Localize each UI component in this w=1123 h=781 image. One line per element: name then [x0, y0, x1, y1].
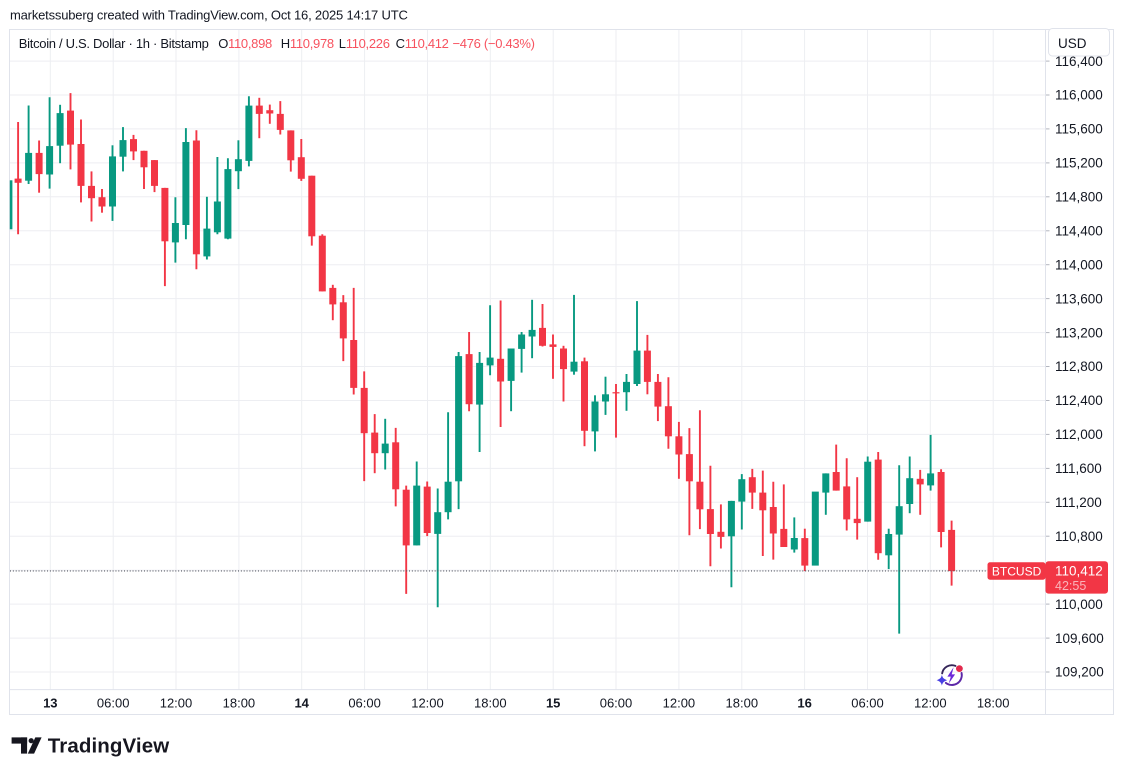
svg-text:−476 (−0.43%): −476 (−0.43%)	[453, 36, 535, 51]
svg-text:06:00: 06:00	[348, 695, 381, 710]
svg-text:110,000: 110,000	[1055, 597, 1103, 612]
svg-text:06:00: 06:00	[851, 695, 884, 710]
svg-text:06:00: 06:00	[97, 695, 130, 710]
svg-text:06:00: 06:00	[600, 695, 633, 710]
svg-text:111,600: 111,600	[1055, 461, 1102, 476]
svg-text:12:00: 12:00	[914, 695, 947, 710]
svg-text:L110,226: L110,226	[339, 36, 390, 51]
svg-text:110,412: 110,412	[1055, 563, 1103, 578]
svg-text:116,400: 116,400	[1055, 54, 1103, 69]
svg-text:TradingView: TradingView	[48, 735, 169, 758]
svg-text:115,600: 115,600	[1055, 122, 1103, 137]
svg-text:13: 13	[43, 695, 57, 710]
svg-text:110,800: 110,800	[1055, 529, 1103, 544]
svg-text:42:55: 42:55	[1055, 579, 1086, 593]
svg-text:12:00: 12:00	[160, 695, 193, 710]
svg-text:109,200: 109,200	[1055, 665, 1104, 680]
svg-text:112,400: 112,400	[1055, 393, 1103, 408]
svg-text:112,000: 112,000	[1055, 427, 1103, 442]
svg-text:18:00: 18:00	[474, 695, 507, 710]
svg-text:USD: USD	[1058, 36, 1087, 51]
svg-text:15: 15	[546, 695, 560, 710]
svg-text:18:00: 18:00	[223, 695, 256, 710]
svg-text:14: 14	[294, 695, 309, 710]
svg-text:113,200: 113,200	[1055, 325, 1103, 340]
svg-text:Bitcoin / U.S. Dollar · 1h · B: Bitcoin / U.S. Dollar · 1h · Bitstamp	[19, 36, 209, 51]
svg-text:18:00: 18:00	[726, 695, 759, 710]
svg-text:109,600: 109,600	[1055, 631, 1104, 646]
svg-text:114,000: 114,000	[1055, 257, 1103, 272]
svg-text:115,200: 115,200	[1055, 156, 1103, 171]
svg-text:116,000: 116,000	[1055, 88, 1103, 103]
svg-text:112,800: 112,800	[1055, 359, 1103, 374]
svg-text:111,200: 111,200	[1055, 495, 1102, 510]
svg-text:114,800: 114,800	[1055, 190, 1103, 205]
svg-text:114,400: 114,400	[1055, 224, 1103, 239]
svg-text:BTCUSD: BTCUSD	[992, 564, 1042, 578]
svg-text:C110,412: C110,412	[396, 36, 449, 51]
svg-text:O110,898: O110,898	[218, 36, 272, 51]
svg-text:12:00: 12:00	[663, 695, 696, 710]
svg-text:16: 16	[797, 695, 811, 710]
svg-text:12:00: 12:00	[411, 695, 444, 710]
svg-text:113,600: 113,600	[1055, 291, 1103, 306]
svg-text:H110,978: H110,978	[281, 36, 334, 51]
svg-text:18:00: 18:00	[977, 695, 1010, 710]
svg-text:marketssuberg created with Tra: marketssuberg created with TradingView.c…	[10, 8, 408, 23]
